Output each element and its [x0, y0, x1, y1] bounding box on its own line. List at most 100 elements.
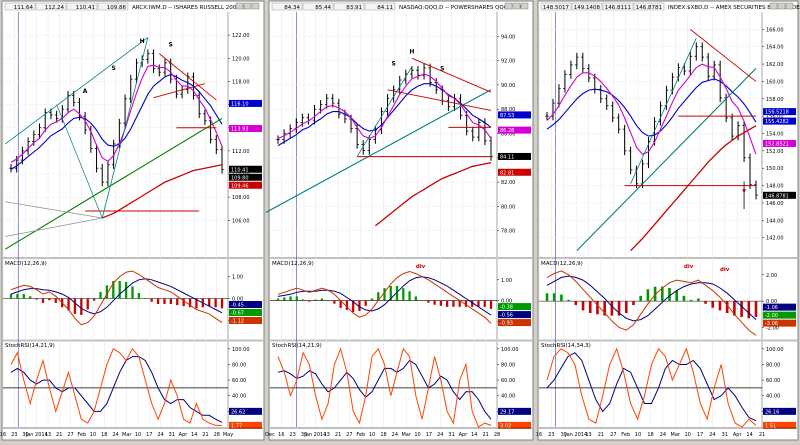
ohlc-box	[66, 2, 98, 11]
channel-lower-line	[5, 217, 103, 237]
price-bar	[324, 94, 329, 109]
y-tick-label: 100.00	[232, 347, 250, 353]
price-bar	[100, 163, 105, 187]
maximize-icon	[512, 2, 521, 10]
price-bar	[730, 113, 734, 141]
y-tick-label: 164.00	[766, 45, 784, 51]
macd-marker-label: -0.93	[500, 321, 513, 327]
fan-line	[630, 37, 697, 185]
y-tick-label: 146.00	[766, 201, 784, 207]
macd-histogram-bar	[733, 301, 736, 316]
y-tick-label: 0.00	[232, 297, 243, 303]
macd-marker	[229, 317, 262, 324]
ohlc-value: 111.64	[14, 5, 34, 11]
x-tick-label: Jan 2014	[564, 432, 587, 438]
macd-histogram-bar	[358, 300, 361, 311]
price-bar	[300, 113, 305, 127]
stoch-marker	[763, 407, 796, 415]
macd-marker	[498, 319, 531, 327]
downtrend-line	[690, 29, 757, 82]
chart-window-xbd: 148.5017 149.1408 146.8111 146.8781 INDEX:$X…	[536, 0, 800, 441]
y-tick-label: 142.00	[766, 236, 784, 242]
y-tick-label: 152.00	[766, 149, 784, 155]
x-tick-label: 27	[610, 432, 616, 438]
macd-line	[277, 270, 492, 324]
y-tick-label: 40.00	[232, 394, 246, 400]
price-bar	[622, 124, 627, 156]
x-tick-label: 28	[214, 432, 220, 438]
ohlc-value: 84.34	[284, 5, 300, 11]
x-tick-label: 18	[380, 432, 386, 438]
ohlc-value: 146.8781	[636, 5, 662, 11]
price-marker	[229, 181, 262, 189]
macd-label: MACD(12,26,9)	[272, 261, 314, 267]
macd-marker	[763, 319, 796, 327]
x-tick-label: 16	[536, 432, 542, 438]
x-tick-label: 27	[346, 432, 352, 438]
fan-line	[56, 104, 103, 219]
x-tick-label: 17	[697, 432, 703, 438]
ma-long-line	[630, 125, 757, 252]
price-bar	[214, 135, 219, 154]
price-bar	[128, 74, 133, 104]
price-marker	[498, 126, 531, 134]
stoch-marker-label: 1.77	[231, 423, 242, 429]
macd-histogram-bar	[395, 286, 399, 301]
price-bar	[71, 91, 76, 107]
price-bar	[151, 49, 156, 73]
macd-histogram-bar	[276, 298, 280, 301]
ohlc-box	[364, 2, 396, 11]
macd-histogram-bar	[646, 289, 650, 302]
stoch-marker-label: 29.17	[500, 409, 514, 415]
macd-marker	[229, 309, 262, 316]
macd-signal-line	[10, 278, 223, 315]
macd-histogram-bar	[99, 291, 102, 299]
macd-histogram-bar	[112, 280, 115, 299]
fan-line	[101, 37, 149, 219]
x-tick-label: Jan 2014	[25, 432, 48, 438]
price-pane: 142.00 144.00 146.00 148.00 150.00 152.00 154.…	[539, 27, 796, 252]
price-bar	[361, 140, 365, 155]
price-marker-label: 113.93	[231, 127, 249, 133]
price-marker-label: 156.5218	[765, 110, 789, 116]
ohlc-value: 85.44	[315, 5, 331, 11]
y-tick-label: 156.00	[766, 114, 784, 120]
ma-slow-line	[546, 78, 757, 137]
minimize-icon	[504, 2, 513, 10]
pattern-annotation: H	[409, 48, 414, 55]
ohlc-box	[633, 2, 665, 11]
macd-signal-line	[546, 275, 757, 322]
macd-histogram-bar	[41, 298, 45, 303]
price-marker	[763, 139, 796, 147]
macd-histogram-bar	[545, 293, 549, 302]
macd-histogram-bar	[603, 301, 606, 316]
downtrend-line	[158, 53, 217, 101]
macd-histogram-bar	[9, 294, 13, 299]
pattern-annotation: S	[440, 65, 444, 72]
divergence-label: div	[416, 264, 426, 270]
macd-histogram-bar	[326, 300, 330, 302]
price-marker	[229, 173, 262, 181]
macd-label: MACD(12,26,9)	[541, 261, 583, 267]
y-tick-label: 60.00	[766, 378, 780, 384]
macd-histogram-bar	[624, 301, 628, 313]
macd-histogram-bar	[22, 294, 25, 299]
macd-histogram-bar	[339, 300, 342, 308]
price-bar	[83, 111, 87, 135]
x-tick-label: Mar	[401, 432, 411, 438]
price-bar	[355, 124, 359, 149]
price-bar	[208, 116, 213, 144]
ma-slow-line	[10, 73, 223, 170]
pane-divider	[539, 257, 797, 259]
price-bar	[134, 58, 139, 84]
x-tick-label: 23	[11, 432, 17, 438]
ohlc-box	[97, 2, 129, 11]
x-tick-label: Feb	[621, 432, 630, 438]
price-bar	[616, 113, 621, 134]
macd-histogram-bar	[370, 298, 374, 301]
ohlc-box	[602, 2, 634, 11]
x-tick-label: 13	[45, 432, 51, 438]
price-bar	[470, 126, 475, 142]
macd-histogram-bar	[427, 300, 430, 303]
